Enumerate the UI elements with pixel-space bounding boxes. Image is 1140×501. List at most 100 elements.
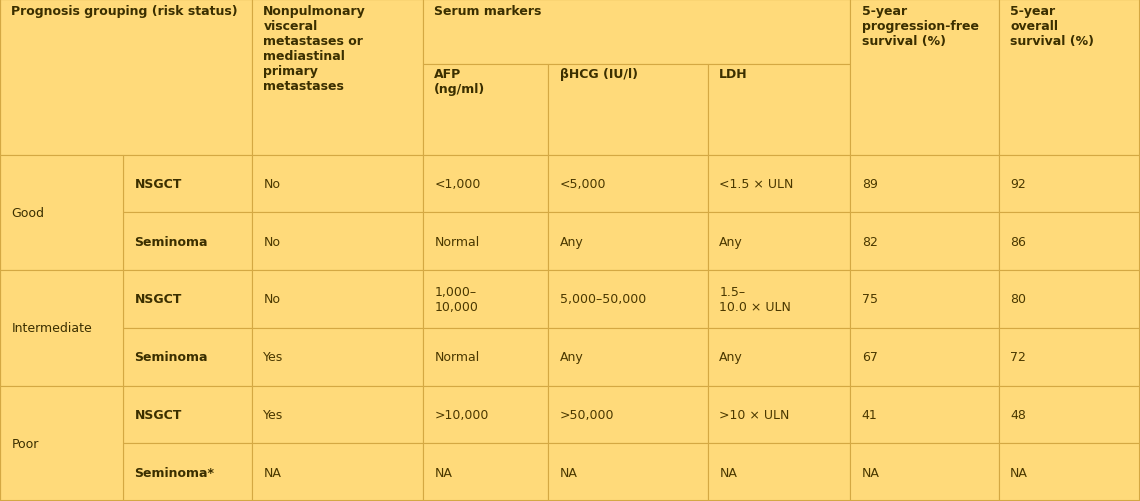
Text: Nonpulmonary
visceral
metastases or
mediastinal
primary
metastases: Nonpulmonary visceral metastases or medi… bbox=[263, 5, 366, 93]
Text: NA: NA bbox=[263, 466, 282, 478]
Bar bbox=[708, 271, 850, 328]
Text: 48: 48 bbox=[1010, 408, 1026, 421]
Text: Normal: Normal bbox=[434, 351, 480, 363]
Text: AFP
(ng/ml): AFP (ng/ml) bbox=[434, 68, 486, 96]
Text: <5,000: <5,000 bbox=[560, 178, 606, 190]
Text: NA: NA bbox=[560, 466, 578, 478]
Bar bbox=[252, 0, 423, 155]
Text: 89: 89 bbox=[862, 178, 878, 190]
Text: 80: 80 bbox=[1010, 293, 1026, 306]
Text: Serum markers: Serum markers bbox=[434, 5, 542, 18]
Bar bbox=[850, 213, 999, 271]
Text: 5-year
progression-free
survival (%): 5-year progression-free survival (%) bbox=[862, 5, 979, 48]
Bar bbox=[252, 386, 423, 443]
Bar bbox=[0, 271, 123, 386]
Text: 5-year
overall
survival (%): 5-year overall survival (%) bbox=[1010, 5, 1094, 48]
Text: 86: 86 bbox=[1010, 235, 1026, 248]
Bar bbox=[252, 213, 423, 271]
Text: Intermediate: Intermediate bbox=[11, 322, 92, 335]
Bar bbox=[548, 213, 708, 271]
Text: 41: 41 bbox=[862, 408, 878, 421]
Bar bbox=[999, 271, 1140, 328]
Bar bbox=[850, 386, 999, 443]
Bar bbox=[123, 328, 252, 386]
Text: 82: 82 bbox=[862, 235, 878, 248]
Text: 5,000–50,000: 5,000–50,000 bbox=[560, 293, 646, 306]
Text: 67: 67 bbox=[862, 351, 878, 363]
Text: 92: 92 bbox=[1010, 178, 1026, 190]
Text: NA: NA bbox=[862, 466, 880, 478]
Bar bbox=[252, 155, 423, 213]
Text: Poor: Poor bbox=[11, 437, 39, 450]
Text: >50,000: >50,000 bbox=[560, 408, 614, 421]
Bar bbox=[423, 65, 548, 155]
Bar bbox=[423, 271, 548, 328]
Bar bbox=[548, 271, 708, 328]
Text: Normal: Normal bbox=[434, 235, 480, 248]
Bar bbox=[708, 386, 850, 443]
Text: Any: Any bbox=[560, 351, 584, 363]
Bar bbox=[548, 65, 708, 155]
Bar bbox=[423, 386, 548, 443]
Bar bbox=[850, 155, 999, 213]
Text: No: No bbox=[263, 178, 280, 190]
Bar bbox=[423, 0, 850, 65]
Bar bbox=[252, 328, 423, 386]
Bar bbox=[548, 155, 708, 213]
Bar bbox=[123, 443, 252, 501]
Text: Seminoma*: Seminoma* bbox=[135, 466, 214, 478]
Text: NSGCT: NSGCT bbox=[135, 408, 182, 421]
Text: Any: Any bbox=[560, 235, 584, 248]
Bar bbox=[252, 271, 423, 328]
Bar bbox=[708, 328, 850, 386]
Bar bbox=[548, 443, 708, 501]
Text: 75: 75 bbox=[862, 293, 878, 306]
Text: NA: NA bbox=[1010, 466, 1028, 478]
Bar bbox=[548, 386, 708, 443]
Text: NA: NA bbox=[719, 466, 738, 478]
Text: >10,000: >10,000 bbox=[434, 408, 489, 421]
Bar bbox=[850, 328, 999, 386]
Bar bbox=[999, 443, 1140, 501]
Bar bbox=[850, 443, 999, 501]
Text: Good: Good bbox=[11, 206, 44, 219]
Bar bbox=[708, 155, 850, 213]
Text: Any: Any bbox=[719, 235, 743, 248]
Text: NA: NA bbox=[434, 466, 453, 478]
Bar bbox=[423, 328, 548, 386]
Bar bbox=[999, 0, 1140, 155]
Text: LDH: LDH bbox=[719, 68, 748, 81]
Bar bbox=[123, 271, 252, 328]
Bar bbox=[708, 443, 850, 501]
Bar bbox=[999, 328, 1140, 386]
Text: Seminoma: Seminoma bbox=[135, 235, 207, 248]
Bar bbox=[999, 155, 1140, 213]
Text: NSGCT: NSGCT bbox=[135, 178, 182, 190]
Bar bbox=[850, 0, 999, 155]
Text: 1.5–
10.0 × ULN: 1.5– 10.0 × ULN bbox=[719, 286, 791, 313]
Bar bbox=[708, 65, 850, 155]
Bar bbox=[423, 155, 548, 213]
Bar bbox=[0, 155, 123, 271]
Bar bbox=[423, 443, 548, 501]
Text: NSGCT: NSGCT bbox=[135, 293, 182, 306]
Text: No: No bbox=[263, 235, 280, 248]
Text: >10 × ULN: >10 × ULN bbox=[719, 408, 790, 421]
Text: No: No bbox=[263, 293, 280, 306]
Text: 72: 72 bbox=[1010, 351, 1026, 363]
Bar bbox=[123, 155, 252, 213]
Text: 1,000–
10,000: 1,000– 10,000 bbox=[434, 286, 478, 313]
Bar bbox=[708, 213, 850, 271]
Bar bbox=[252, 443, 423, 501]
Text: Yes: Yes bbox=[263, 408, 284, 421]
Bar bbox=[850, 271, 999, 328]
Bar bbox=[123, 213, 252, 271]
Bar bbox=[423, 213, 548, 271]
Bar bbox=[999, 213, 1140, 271]
Text: Prognosis grouping (risk status): Prognosis grouping (risk status) bbox=[11, 5, 238, 18]
Bar bbox=[0, 0, 252, 155]
Bar bbox=[0, 386, 123, 501]
Text: Yes: Yes bbox=[263, 351, 284, 363]
Text: <1.5 × ULN: <1.5 × ULN bbox=[719, 178, 793, 190]
Text: Seminoma: Seminoma bbox=[135, 351, 207, 363]
